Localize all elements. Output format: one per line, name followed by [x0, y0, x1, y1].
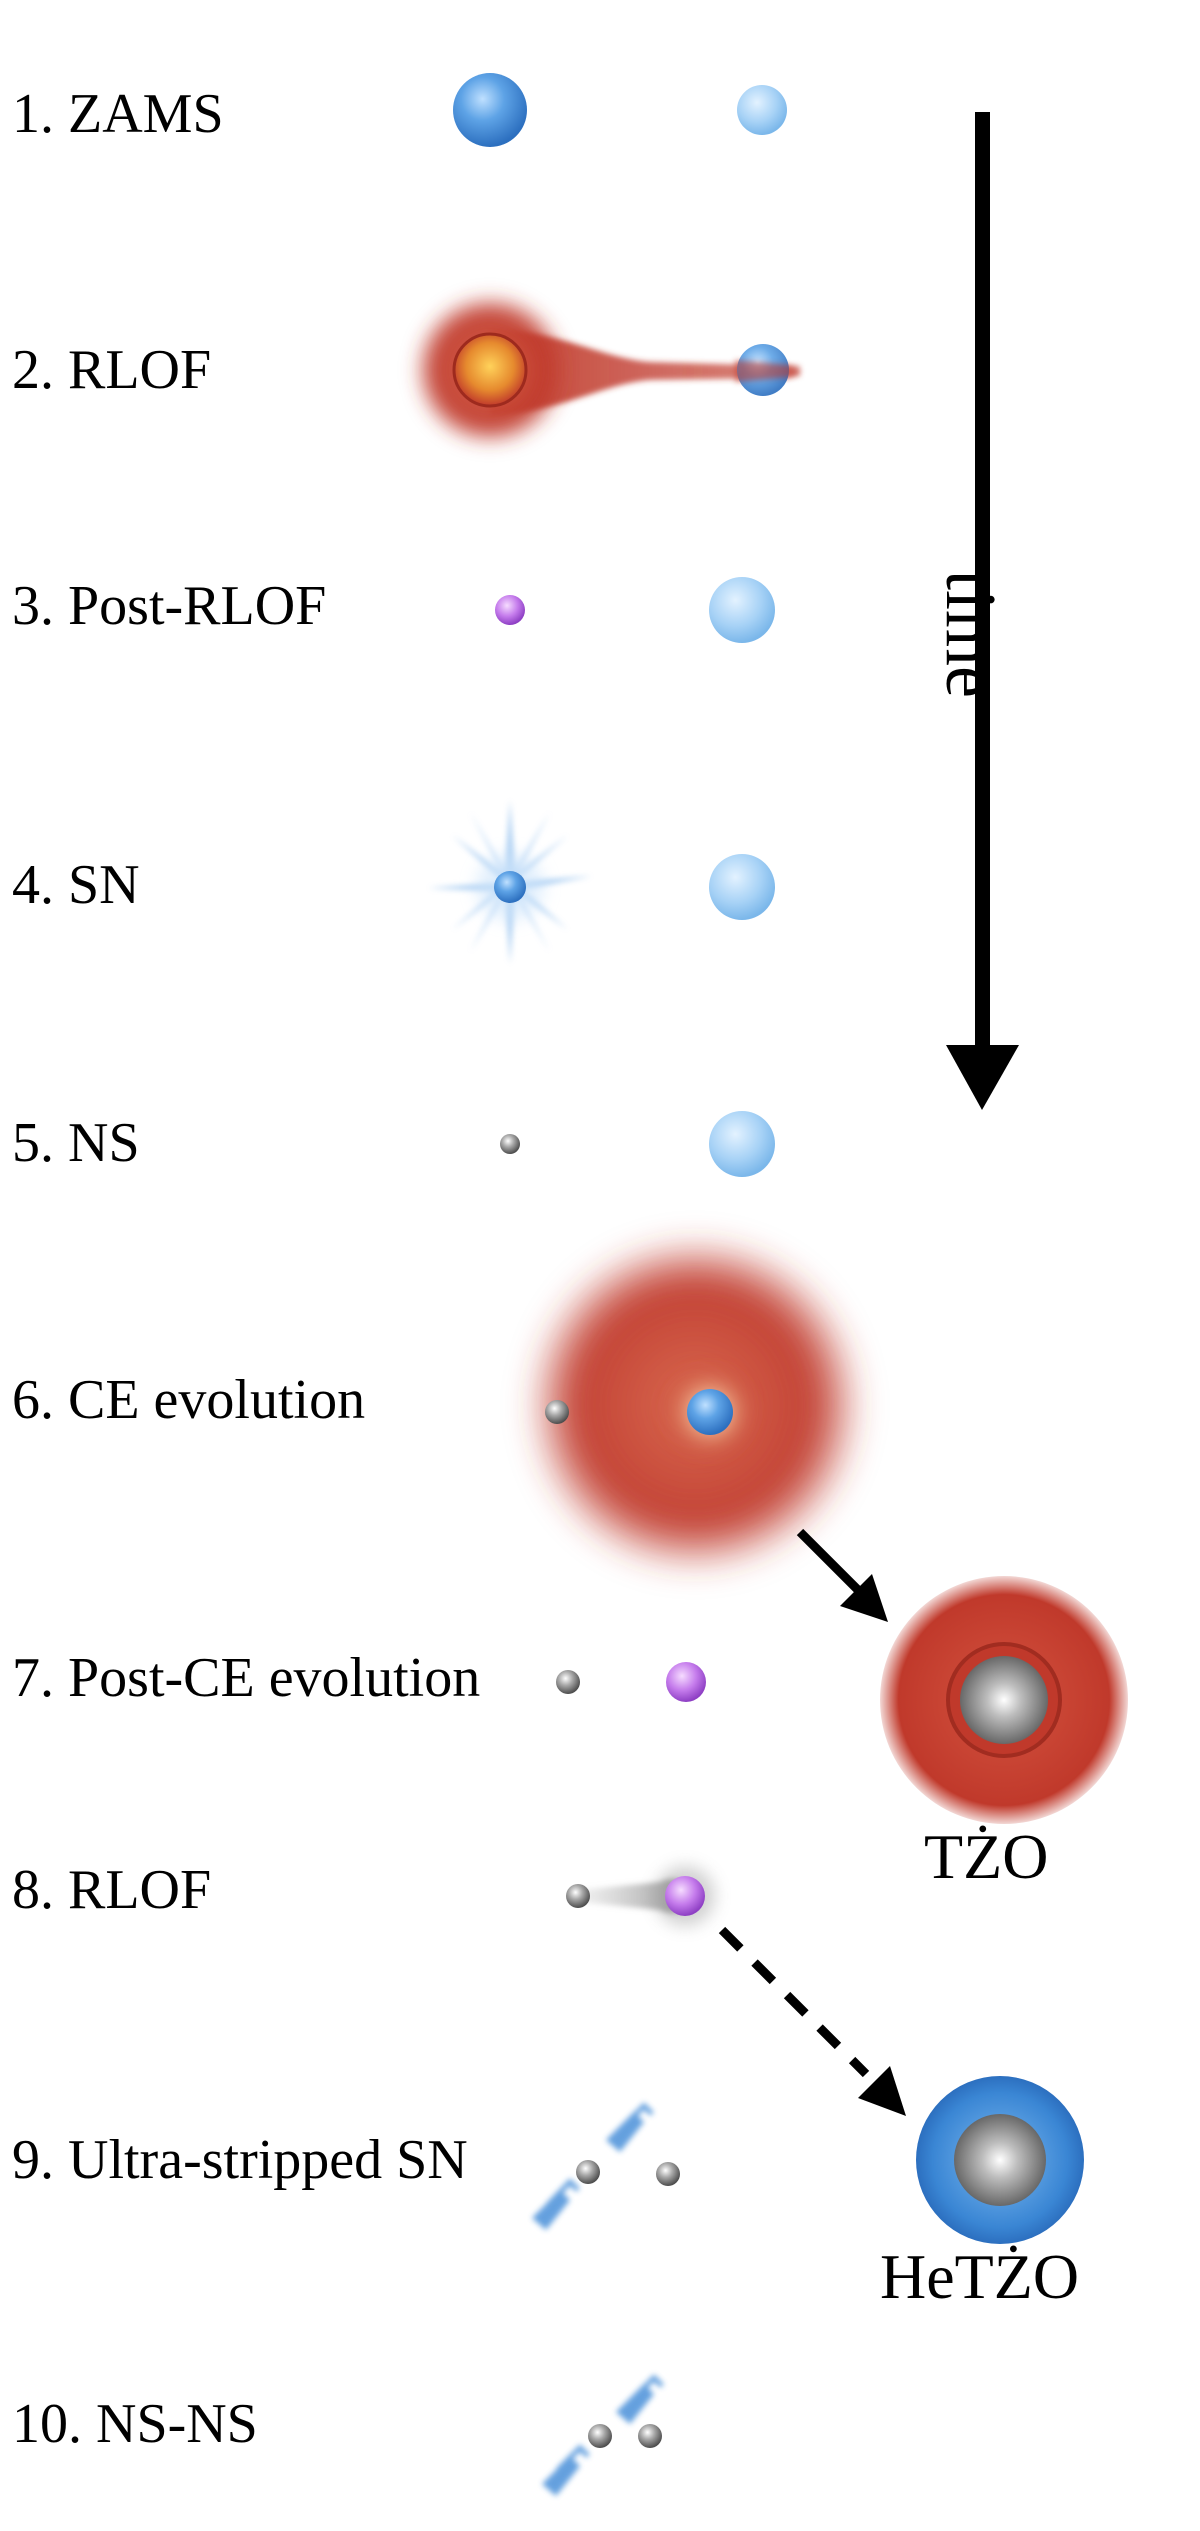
- common-envelope: [525, 1235, 865, 1575]
- post-rlof-stars: [495, 577, 775, 643]
- rlof-mass-transfer: [412, 292, 800, 448]
- giant-core: [452, 332, 528, 408]
- ns-ns-binary: [542, 2374, 664, 2496]
- neutron-star: [576, 2160, 600, 2184]
- helium-star: [666, 1662, 706, 1702]
- stage-label-post-rlof: 3. Post-RLOF: [12, 575, 327, 637]
- inner-star: [687, 1389, 733, 1435]
- neutron-star: [545, 1400, 569, 1424]
- exploding-star: [494, 871, 526, 903]
- neutron-star: [638, 2424, 662, 2448]
- hetzo-object: [916, 2076, 1084, 2244]
- neutron-star: [566, 1884, 590, 1908]
- post-ce-stars: [556, 1662, 706, 1702]
- arrow-to-tzo: [796, 1528, 888, 1622]
- stage-label-ce-evolution: 6. CE evolution: [12, 1369, 366, 1431]
- neutron-star: [500, 1134, 520, 1154]
- neutron-star: [656, 2162, 680, 2186]
- companion-star: [709, 854, 775, 920]
- outcome-label-hetzo: HeTŻO: [880, 2241, 1080, 2312]
- hetzo-core: [954, 2114, 1046, 2206]
- stage-label-ns-ns: 10. NS-NS: [12, 2393, 258, 2455]
- neutron-star-stage: [500, 1111, 775, 1177]
- tzo-object: [880, 1576, 1128, 1824]
- companion-star: [709, 577, 775, 643]
- stage-label-sn: 4. SN: [12, 854, 140, 916]
- helium-star: [665, 1876, 705, 1916]
- stage-label-post-ce-evolution: 7. Post-CE evolution: [12, 1647, 481, 1709]
- helium-star: [495, 595, 525, 625]
- neutron-star: [588, 2424, 612, 2448]
- zams-stars: [453, 73, 787, 147]
- supernova: [428, 800, 775, 964]
- companion-star: [709, 1111, 775, 1177]
- stage-label-ns: 5. NS: [12, 1112, 140, 1174]
- stage-label-rlof-2: 8. RLOF: [12, 1859, 212, 1921]
- ultra-stripped-sn: [532, 2102, 680, 2230]
- stage-label-ultra-stripped-sn: 9. Ultra-stripped SN: [12, 2129, 468, 2191]
- primary-star: [453, 73, 527, 147]
- tzo-core: [960, 1656, 1048, 1744]
- stage-label-rlof: 2. RLOF: [12, 339, 212, 401]
- time-arrow: [946, 112, 1019, 1110]
- outcome-label-tzo: TŻO: [924, 1821, 1049, 1892]
- stage-label-zams: 1. ZAMS: [12, 83, 224, 145]
- neutron-star: [556, 1670, 580, 1694]
- secondary-star: [737, 85, 787, 135]
- arrow-to-hetzo: [718, 1926, 906, 2116]
- rlof-2: [566, 1866, 715, 1926]
